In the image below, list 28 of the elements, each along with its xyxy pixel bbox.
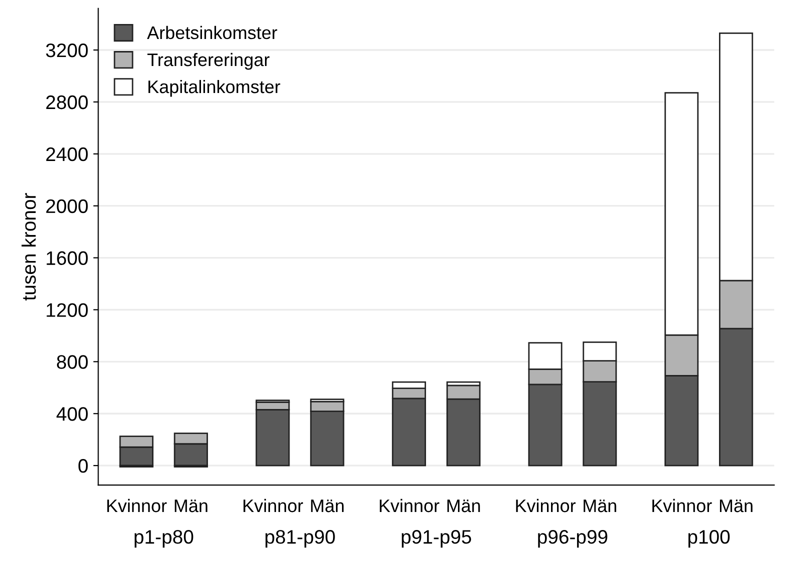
text: p1-p80 xyxy=(134,530,194,548)
text: p96-p99 xyxy=(538,530,608,548)
y-tick-label: 1200 xyxy=(46,303,88,317)
y-tick-label: 0 xyxy=(78,459,88,473)
x-tick-label: Män xyxy=(311,500,344,512)
x-tick-label: Män xyxy=(447,500,480,512)
y-tick-label: 400 xyxy=(56,407,88,421)
x-tick-label: Män xyxy=(584,500,616,512)
x-tick-label: Kvinnor xyxy=(244,498,304,512)
x-tick-label: Kvinnor xyxy=(107,498,167,512)
legend-label: Transfereringar xyxy=(147,52,270,70)
x-tick-label: Kvinnor xyxy=(516,498,576,512)
text: p91-p95 xyxy=(402,530,472,548)
y-tick-label: 1600 xyxy=(46,251,88,266)
x-tick-label: Kvinnor xyxy=(380,498,440,512)
text: p100 xyxy=(688,530,730,548)
text: p81-p90 xyxy=(266,530,335,548)
y-tick-label: 800 xyxy=(56,355,88,369)
x-tick-label: Män xyxy=(174,500,208,512)
y-tick-label: 2000 xyxy=(46,199,88,214)
y-tick-label: 2400 xyxy=(46,147,88,162)
x-tick-label: Kvinnor xyxy=(652,498,712,512)
x-tick-label: Män xyxy=(720,500,752,512)
y-axis-title: tusen kronor xyxy=(22,193,36,300)
legend-label: Kapitalinkomster xyxy=(148,80,280,97)
legend-label: Arbetsinkomster xyxy=(147,26,278,40)
y-tick-label: 3200 xyxy=(46,43,88,58)
y-tick-label: 2800 xyxy=(46,95,88,110)
